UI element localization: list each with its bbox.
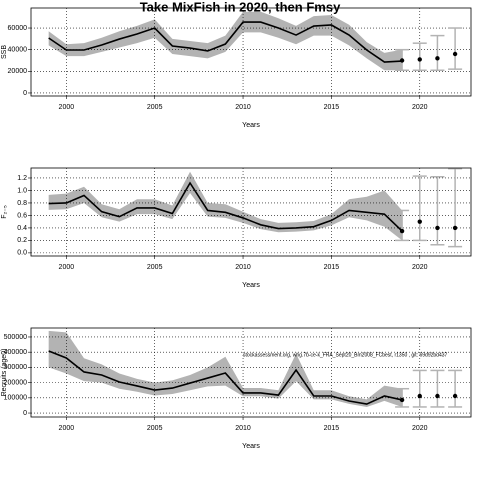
y-tick-label: 60000 bbox=[8, 25, 28, 32]
panel bbox=[31, 8, 471, 96]
y-tick-label: 0.2 bbox=[17, 237, 27, 244]
plot-frame bbox=[30, 167, 472, 257]
x-tick-label: 2000 bbox=[59, 264, 75, 271]
forecast-point bbox=[435, 393, 440, 399]
x-tick-label: 2015 bbox=[324, 104, 340, 111]
x-tick-label: 2010 bbox=[235, 264, 251, 271]
confidence-band bbox=[48, 171, 403, 241]
forecast-point bbox=[452, 51, 458, 57]
x-tick-label: 2010 bbox=[235, 104, 251, 111]
line bbox=[48, 21, 403, 63]
forecast-point bbox=[399, 228, 405, 234]
x-tick-label: 2015 bbox=[324, 264, 340, 271]
x-tick-label: 2005 bbox=[147, 264, 163, 271]
annotation: stockassessment.org, whg.7b-ce-k_FRA_Sep… bbox=[243, 352, 448, 358]
x-axis-label: Years bbox=[242, 282, 260, 289]
line bbox=[48, 181, 403, 232]
y-tick-label: 0 bbox=[23, 410, 27, 417]
panel bbox=[31, 328, 471, 417]
forecast-point bbox=[417, 393, 422, 399]
y-tick-label: 0.8 bbox=[17, 200, 27, 207]
y-tick-label: 0.6 bbox=[17, 212, 27, 219]
forecast-point bbox=[452, 393, 458, 399]
y-tick-label: 0.4 bbox=[17, 225, 27, 232]
plot-frame bbox=[30, 327, 472, 418]
y-tick-label: 20000 bbox=[8, 68, 28, 75]
y-tick-label: 1.2 bbox=[17, 175, 27, 182]
forecast-point bbox=[435, 56, 440, 61]
y-axis-label: SSB bbox=[1, 45, 8, 59]
x-axis-label: Years bbox=[242, 443, 260, 450]
y-tick-label: 40000 bbox=[8, 47, 28, 54]
forecast-point bbox=[417, 57, 422, 62]
x-tick-label: 2020 bbox=[412, 264, 428, 271]
confidence-band bbox=[48, 330, 403, 407]
y-tick-label: 100000 bbox=[4, 395, 27, 402]
x-tick-label: 2005 bbox=[147, 104, 163, 111]
forecast-point bbox=[399, 397, 405, 403]
x-tick-label: 2020 bbox=[412, 425, 428, 432]
x-tick-label: 2010 bbox=[235, 425, 251, 432]
forecast-point bbox=[399, 58, 405, 63]
y-axis-label: F₂₋₅ bbox=[1, 205, 8, 219]
forecast-point bbox=[417, 219, 422, 224]
y-tick-label: 400000 bbox=[4, 349, 27, 356]
forecast-point bbox=[452, 225, 458, 231]
confidence-band bbox=[48, 11, 403, 71]
y-tick-label: 1.0 bbox=[17, 187, 27, 194]
line bbox=[48, 350, 403, 405]
x-axis-label: Years bbox=[242, 122, 260, 129]
panel bbox=[31, 168, 471, 256]
y-tick-label: 300000 bbox=[4, 364, 27, 371]
chart-title: Take MixFish in 2020, then Fmsy bbox=[140, 0, 341, 14]
x-tick-label: 2000 bbox=[59, 104, 75, 111]
y-tick-label: 0 bbox=[23, 90, 27, 97]
y-tick-label: 500000 bbox=[4, 334, 27, 341]
x-tick-label: 2015 bbox=[324, 425, 340, 432]
x-tick-label: 2000 bbox=[59, 425, 75, 432]
y-tick-label: 0.0 bbox=[17, 250, 27, 257]
forecast-point bbox=[435, 225, 440, 231]
y-tick-label: 200000 bbox=[4, 379, 27, 386]
x-tick-label: 2005 bbox=[147, 425, 163, 432]
y-axis-label: Recruits (age0) bbox=[1, 349, 8, 397]
x-tick-label: 2020 bbox=[412, 104, 428, 111]
plot-frame bbox=[30, 7, 472, 97]
